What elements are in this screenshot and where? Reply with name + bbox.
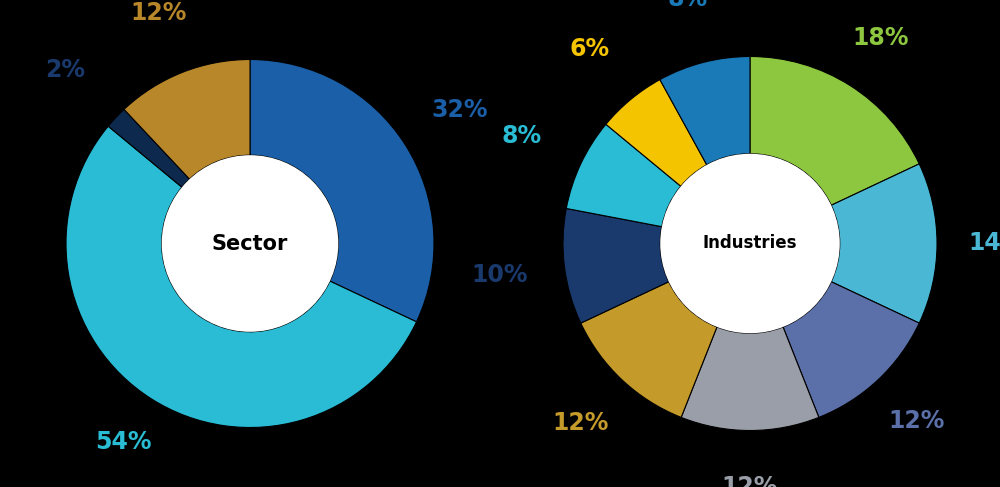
Text: 12%: 12%	[553, 412, 609, 435]
Wedge shape	[750, 56, 919, 206]
Wedge shape	[563, 208, 669, 323]
Text: 8%: 8%	[502, 124, 542, 148]
Text: 10%: 10%	[471, 263, 528, 287]
Wedge shape	[831, 164, 937, 323]
Wedge shape	[124, 59, 250, 179]
Text: 12%: 12%	[130, 0, 187, 24]
Text: Sector: Sector	[212, 233, 288, 254]
Text: 12%: 12%	[722, 475, 778, 487]
Text: 14%: 14%	[969, 231, 1000, 256]
Wedge shape	[660, 56, 750, 165]
Text: 2%: 2%	[45, 57, 85, 82]
Wedge shape	[681, 327, 819, 431]
Wedge shape	[783, 281, 919, 417]
Wedge shape	[581, 281, 717, 417]
Wedge shape	[566, 124, 681, 226]
Text: 8%: 8%	[667, 0, 707, 11]
Text: 32%: 32%	[431, 98, 488, 122]
Text: 6%: 6%	[569, 37, 609, 61]
Circle shape	[162, 155, 338, 332]
Text: 12%: 12%	[888, 409, 945, 433]
Wedge shape	[66, 126, 416, 428]
Wedge shape	[108, 110, 190, 187]
Text: 18%: 18%	[852, 26, 909, 50]
Wedge shape	[606, 79, 707, 187]
Circle shape	[660, 154, 840, 333]
Text: Industries: Industries	[703, 235, 797, 252]
Text: 54%: 54%	[96, 431, 152, 454]
Wedge shape	[250, 59, 434, 322]
